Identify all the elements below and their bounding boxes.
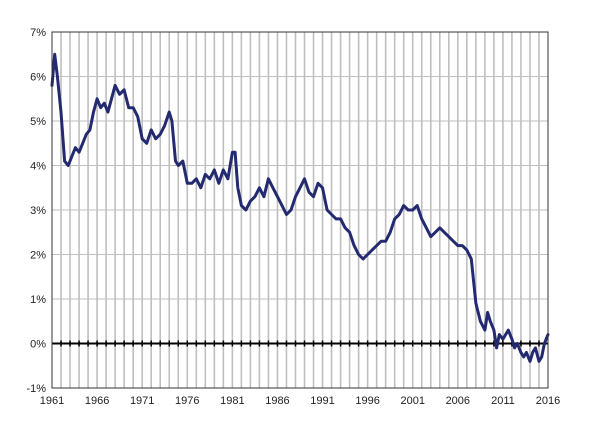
y-tick-label: 1% [30, 294, 46, 306]
plot-frame [51, 31, 549, 389]
x-tick-label: 1991 [310, 395, 334, 407]
x-tick-label: 2006 [446, 395, 470, 407]
x-tick-label: 1986 [265, 395, 289, 407]
y-tick-label: -1% [26, 383, 46, 395]
y-tick-labels: -1% 0% 1% 2% 3% 4% 5% 6% 7% [26, 27, 46, 395]
y-tick-label: 3% [30, 205, 46, 217]
x-tick-label: 2001 [400, 395, 424, 407]
series-layer [50, 52, 550, 363]
zero-baseline [52, 340, 548, 347]
x-tick-label: 1971 [130, 395, 154, 407]
x-tick-label: 1976 [175, 395, 199, 407]
x-tick-label: 2016 [536, 395, 560, 407]
y-tick-label: 2% [30, 250, 46, 262]
y-tick-label: 0% [30, 339, 46, 351]
x-tick-label: 2011 [491, 395, 515, 407]
y-tick-label: 4% [30, 161, 46, 173]
y-tick-label: 5% [30, 116, 46, 128]
grid [52, 32, 548, 388]
y-tick-label: 7% [30, 27, 46, 39]
x-tick-label: 1981 [220, 395, 244, 407]
x-tick-labels: 1961 1966 1971 1976 1981 1986 1991 1996 2001 2006… [40, 395, 560, 407]
y-tick-label: 6% [30, 72, 46, 84]
x-tick-label: 1996 [355, 395, 379, 407]
series-line-0 [50, 52, 550, 363]
x-tick-label: 1961 [40, 395, 64, 407]
x-tick-label: 1966 [85, 395, 109, 407]
